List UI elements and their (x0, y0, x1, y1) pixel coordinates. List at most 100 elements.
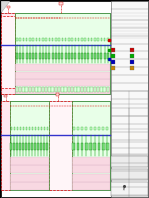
Bar (38, 127, 39, 130)
Bar (29, 53, 31, 59)
Bar (22, 87, 25, 92)
Polygon shape (1, 1, 10, 13)
Bar (16, 143, 18, 149)
Bar (81, 53, 83, 59)
Bar (81, 38, 83, 41)
Bar (100, 87, 103, 92)
Bar (1, 16, 15, 88)
Bar (77, 87, 80, 92)
Bar (10, 101, 49, 190)
Bar (98, 143, 100, 149)
Bar (61, 53, 63, 59)
Bar (68, 38, 70, 41)
Bar (51, 87, 54, 92)
Bar (81, 143, 83, 149)
Bar (56, 93, 59, 96)
Bar (72, 143, 75, 149)
Bar (44, 127, 45, 130)
Bar (111, 54, 115, 58)
Bar (77, 127, 79, 130)
Bar (107, 87, 109, 92)
Bar (25, 87, 28, 92)
Bar (37, 143, 39, 149)
Bar (32, 127, 33, 130)
Bar (19, 87, 21, 92)
Bar (16, 53, 18, 59)
Bar (73, 127, 75, 130)
Bar (39, 53, 41, 59)
Bar (55, 53, 57, 59)
Bar (72, 182, 110, 190)
Bar (93, 143, 96, 149)
Bar (58, 87, 60, 92)
Bar (61, 87, 64, 92)
Bar (29, 38, 31, 41)
Bar (111, 1, 148, 197)
Bar (62, 38, 63, 41)
Bar (65, 53, 67, 59)
Bar (16, 38, 18, 41)
Bar (10, 182, 49, 190)
Bar (25, 143, 27, 149)
Bar (58, 38, 60, 41)
Bar (48, 53, 50, 59)
Bar (32, 53, 34, 59)
Bar (31, 143, 33, 149)
Bar (104, 53, 106, 59)
Bar (84, 53, 86, 59)
Bar (58, 53, 60, 59)
Bar (52, 53, 54, 59)
Bar (10, 174, 49, 182)
Bar (35, 53, 37, 59)
Bar (90, 87, 93, 92)
Bar (88, 38, 89, 41)
Bar (41, 127, 42, 130)
Bar (34, 143, 36, 149)
Bar (89, 143, 92, 149)
Bar (59, 2, 63, 5)
Bar (111, 60, 115, 64)
Bar (29, 127, 30, 130)
Bar (106, 127, 108, 130)
Bar (130, 66, 134, 70)
Bar (84, 38, 86, 41)
Bar (101, 38, 102, 41)
Bar (94, 127, 96, 130)
Bar (20, 127, 21, 130)
Bar (32, 38, 34, 41)
Bar (94, 38, 96, 41)
Bar (103, 87, 106, 92)
Bar (45, 53, 47, 59)
Bar (130, 60, 134, 64)
Bar (28, 143, 30, 149)
Bar (75, 38, 76, 41)
Bar (36, 38, 37, 41)
Bar (42, 53, 44, 59)
Bar (29, 87, 31, 92)
Bar (71, 53, 73, 59)
Bar (65, 38, 66, 41)
Bar (55, 87, 57, 92)
Bar (45, 87, 47, 92)
Bar (78, 38, 79, 41)
Bar (94, 87, 96, 92)
Bar (106, 143, 109, 149)
Bar (81, 87, 83, 92)
Bar (98, 127, 100, 130)
Bar (85, 127, 87, 130)
Bar (15, 87, 110, 94)
Bar (111, 48, 115, 52)
Bar (11, 127, 12, 130)
Bar (35, 127, 36, 130)
Bar (19, 143, 21, 149)
Bar (74, 53, 76, 59)
Bar (19, 38, 21, 41)
Bar (102, 143, 105, 149)
Bar (14, 127, 15, 130)
Bar (97, 38, 99, 41)
Bar (72, 174, 110, 182)
Bar (32, 87, 34, 92)
Bar (17, 127, 18, 130)
Bar (1, 13, 15, 94)
Bar (111, 66, 115, 70)
